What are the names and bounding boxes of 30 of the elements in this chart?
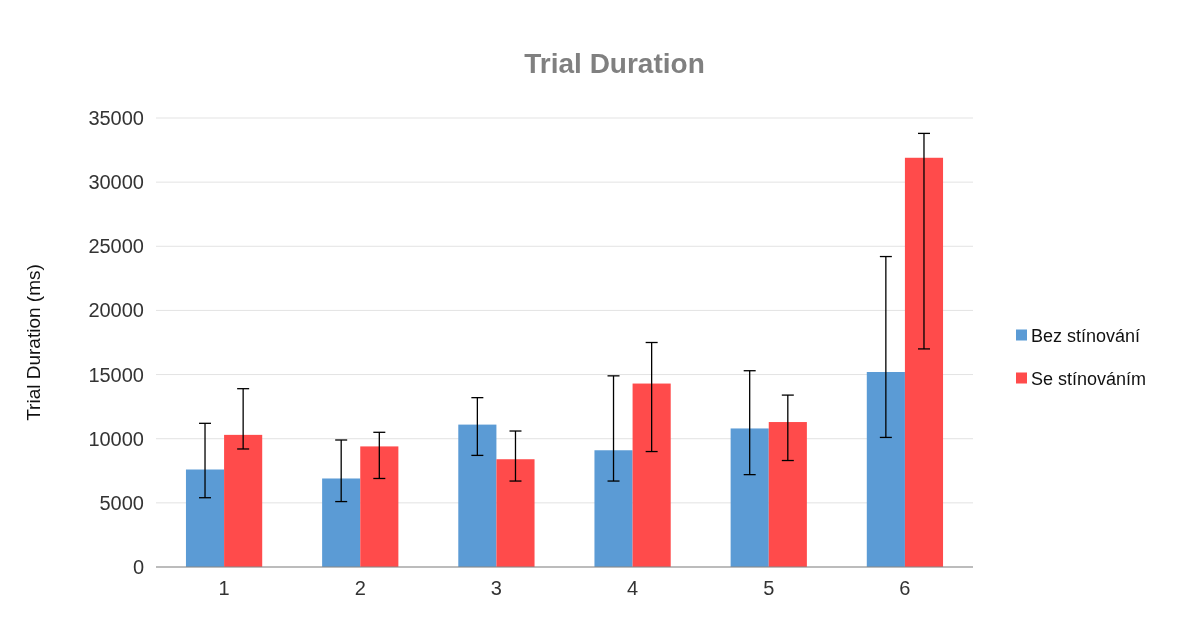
y-axis-title: Trial Duration (ms): [23, 264, 44, 421]
x-tick-label: 2: [354, 577, 366, 599]
y-tick-label: 10000: [88, 427, 144, 450]
y-tick-label: 15000: [88, 363, 144, 386]
bar: [904, 157, 944, 567]
bar: [730, 428, 769, 567]
legend-label: Bez stínování: [1031, 325, 1141, 346]
bar: [632, 383, 671, 567]
x-tick-label: 5: [763, 577, 775, 599]
bar: [185, 469, 225, 567]
y-tick-label: 25000: [88, 235, 144, 258]
y-tick-label: 5000: [99, 491, 144, 514]
x-tick-label: 6: [899, 577, 911, 599]
bar: [224, 434, 263, 567]
x-tick-label: 4: [627, 577, 639, 599]
bar: [458, 424, 497, 567]
x-tick-label: 3: [490, 577, 502, 599]
bar: [322, 478, 361, 567]
bar: [768, 422, 807, 567]
y-tick-label: 20000: [88, 299, 144, 322]
chart-title: Trial Duration: [524, 48, 705, 79]
y-tick-label: 30000: [88, 171, 144, 194]
bar: [360, 446, 399, 567]
y-tick-label: 35000: [88, 107, 144, 129]
y-tick-label: 0: [132, 556, 144, 578]
legend-label: Se stínováním: [1031, 368, 1147, 389]
x-tick-label: 1: [218, 577, 230, 599]
bar: [496, 459, 535, 567]
bar: [866, 372, 905, 567]
bar: [594, 450, 633, 567]
